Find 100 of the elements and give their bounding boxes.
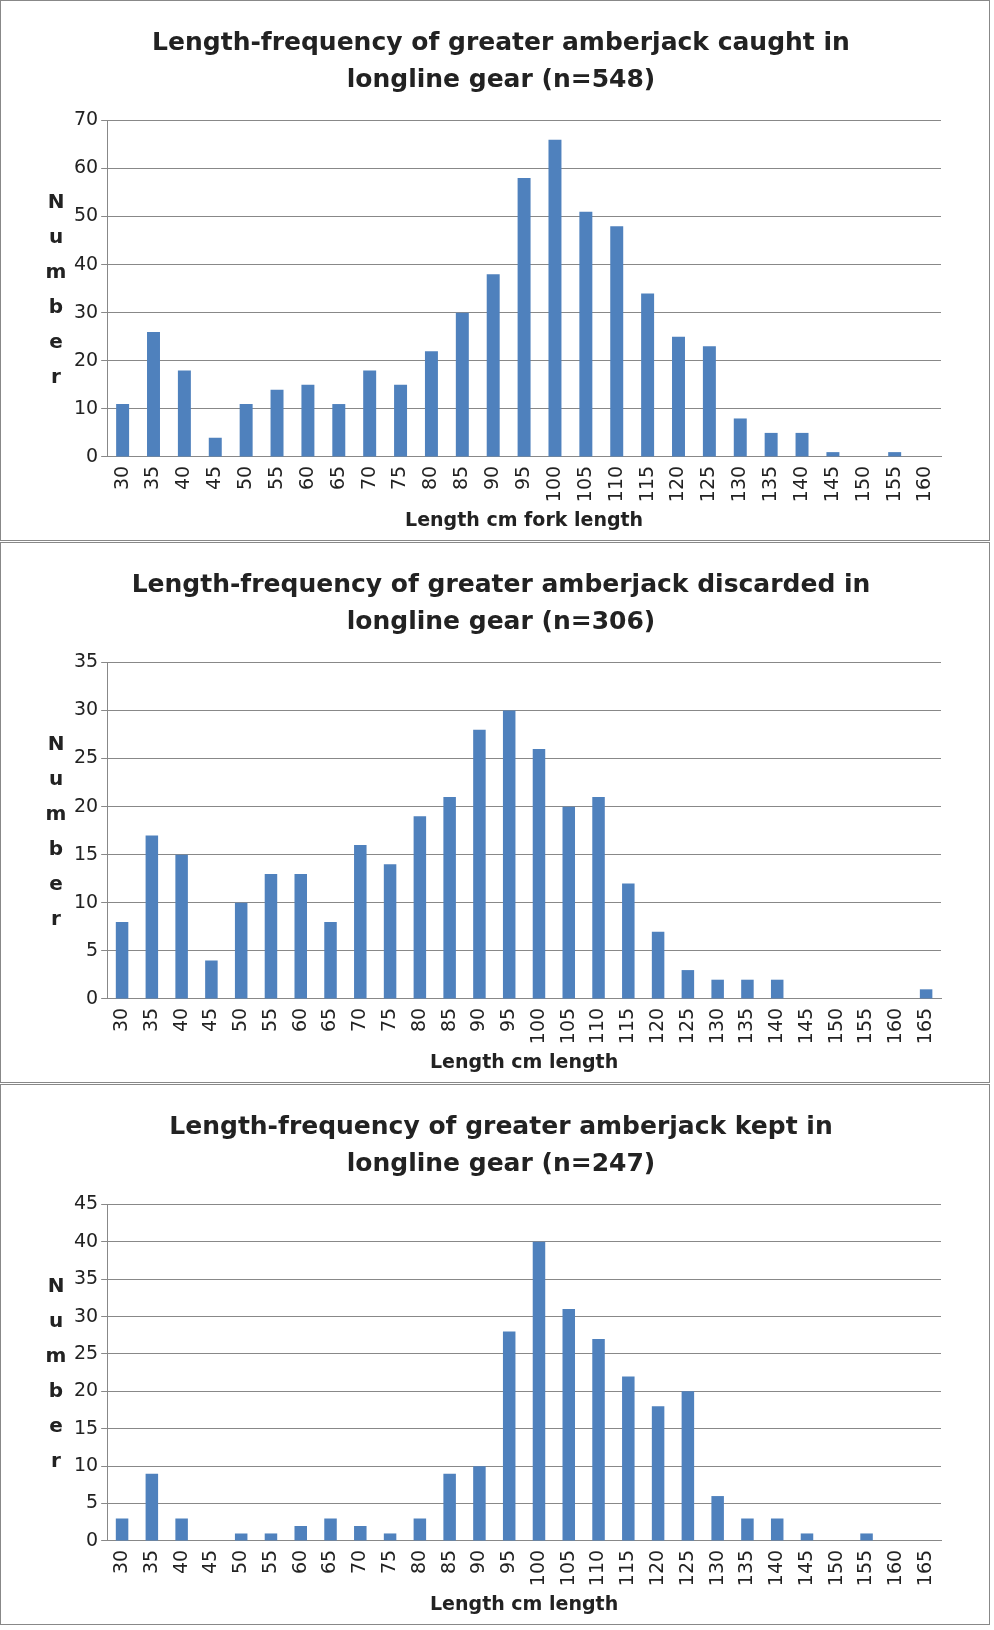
x-tick-label: 60: [294, 465, 317, 491]
bar: [264, 1533, 278, 1541]
y-tick-label: 50: [73, 203, 99, 226]
x-tick-label: 130: [704, 1007, 727, 1045]
x-tick-label: 110: [585, 1549, 608, 1587]
x-tick-label: 155: [881, 465, 904, 503]
y-axis-title: Number: [45, 731, 67, 931]
x-tick-label: 80: [418, 465, 441, 491]
bar: [741, 979, 754, 999]
bar: [562, 806, 576, 999]
x-tick-label: 65: [325, 465, 348, 491]
x-tick-label: 135: [734, 1007, 757, 1045]
x-tick-label: 70: [347, 1007, 370, 1033]
y-tick-label: 45: [73, 1191, 99, 1214]
y-tick-label: 20: [73, 793, 99, 816]
bar: [651, 931, 665, 999]
y-tick-label: 0: [86, 985, 99, 1008]
x-tick-label: 160: [912, 465, 935, 503]
y-tick-label: 0: [86, 443, 99, 466]
bar: [294, 1525, 307, 1541]
bar: [239, 404, 253, 457]
bar: [264, 873, 278, 999]
bar: [770, 979, 784, 999]
x-tick-label: 90: [480, 465, 503, 491]
bar: [301, 384, 315, 457]
y-tick-label: 25: [73, 1340, 99, 1363]
bar: [208, 437, 222, 457]
x-tick-label: 80: [406, 1007, 429, 1033]
x-tick-label: 115: [615, 1549, 638, 1587]
x-tick-label: 100: [525, 1007, 548, 1045]
x-tick-label: 105: [572, 465, 595, 503]
x-tick-label: 95: [496, 1007, 519, 1033]
x-tick-label: 50: [228, 1549, 251, 1575]
bar: [826, 452, 840, 457]
bar: [473, 1466, 486, 1541]
x-tick-label: 75: [377, 1007, 400, 1033]
bar: [770, 1518, 784, 1541]
x-tick-label: 125: [696, 465, 719, 503]
bar: [741, 1518, 754, 1541]
x-tick-label: 165: [913, 1007, 936, 1045]
bar: [147, 331, 160, 457]
bar: [548, 139, 562, 457]
bar: [579, 211, 593, 457]
bar: [354, 1525, 367, 1541]
x-tick-label: 165: [913, 1549, 936, 1587]
x-tick-label: 120: [645, 1549, 668, 1587]
x-tick-label: 160: [883, 1549, 906, 1587]
bar: [562, 1309, 576, 1541]
x-tick-label: 105: [555, 1549, 578, 1587]
x-tick-label: 150: [823, 1549, 846, 1587]
x-tick-label: 120: [645, 1007, 668, 1045]
bar: [234, 1533, 248, 1541]
bar: [681, 970, 695, 999]
bar: [424, 351, 438, 457]
bar: [592, 1339, 605, 1541]
x-tick-label: 45: [198, 1007, 221, 1033]
x-tick-label: 125: [674, 1007, 697, 1045]
bar: [234, 902, 248, 999]
y-tick-label: 10: [73, 395, 99, 418]
bar: [532, 1241, 546, 1541]
x-tick-label: 35: [140, 465, 163, 491]
bar: [733, 418, 747, 457]
bar: [413, 1518, 427, 1541]
x-tick-label: 55: [263, 465, 286, 491]
x-tick-label: 150: [850, 465, 873, 503]
x-tick-label: 75: [377, 1549, 400, 1575]
x-tick-label: 110: [585, 1007, 608, 1045]
x-tick-label: 130: [704, 1549, 727, 1587]
y-tick-label: 60: [73, 155, 99, 178]
x-tick-label: 145: [793, 1549, 816, 1587]
bar: [860, 1533, 873, 1541]
x-tick-label: 50: [233, 465, 256, 491]
bar: [175, 1518, 188, 1541]
x-tick-label: 130: [727, 465, 750, 503]
x-tick-label: 95: [496, 1549, 519, 1575]
x-tick-label: 70: [347, 1549, 370, 1575]
x-tick-label: 50: [228, 1007, 251, 1033]
x-tick-label: 135: [734, 1549, 757, 1587]
y-tick-label: 30: [73, 1303, 99, 1326]
x-tick-label: 155: [853, 1007, 876, 1045]
bar: [145, 835, 159, 999]
x-tick-label: 135: [758, 465, 781, 503]
x-tick-label: 140: [788, 465, 811, 503]
x-tick-label: 30: [109, 1007, 131, 1033]
x-tick-label: 95: [511, 465, 534, 491]
y-tick-label: 35: [73, 649, 99, 672]
bar: [177, 370, 191, 457]
bar: [711, 1496, 724, 1541]
x-axis-title: Length cm fork length: [405, 507, 644, 530]
x-tick-label: 155: [853, 1549, 876, 1587]
x-tick-label: 85: [449, 465, 472, 491]
bar: [354, 845, 367, 999]
x-tick-label: 60: [287, 1549, 310, 1575]
x-tick-label: 140: [764, 1549, 787, 1587]
bar: [294, 873, 307, 999]
bar: [116, 404, 130, 457]
x-tick-label: 30: [109, 1549, 131, 1575]
bar: [502, 710, 516, 999]
y-tick-label: 5: [86, 937, 99, 960]
bar: [888, 452, 902, 457]
